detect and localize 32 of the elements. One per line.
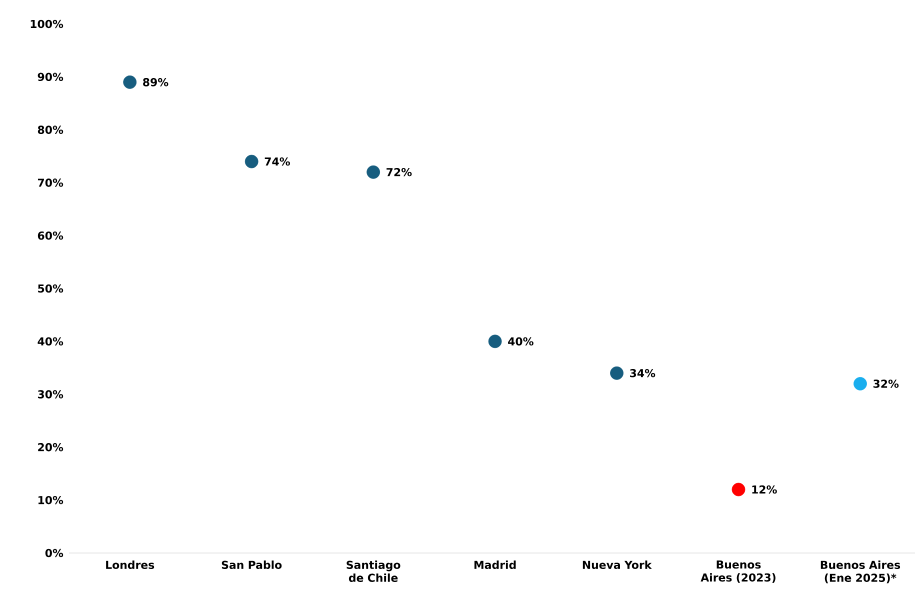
point [854, 377, 867, 390]
y-tick-label: 80% [38, 126, 64, 134]
point [123, 75, 137, 89]
x-tick-label: Nueva York [582, 560, 652, 569]
y-tick-label: 0% [45, 548, 64, 558]
x-tick-label: Santiago de Chile [346, 560, 400, 582]
y-tick-label: 70% [38, 178, 64, 187]
x-tick-label: Londres [106, 560, 154, 569]
x-tick-label: San Pablo [222, 560, 282, 569]
x-tick-label: Madrid [474, 560, 516, 569]
y-tick-label: 90% [38, 72, 64, 82]
data-label: 32% [873, 380, 899, 388]
data-label: 74% [264, 157, 290, 166]
x-tick-label: Buenos Aires (Ene 2025)* [820, 560, 900, 584]
x-tick-label: Buenos Aires (2023) [700, 560, 776, 583]
point [488, 334, 502, 348]
point [366, 165, 380, 179]
point [732, 482, 746, 496]
y-tick-label: 10% [38, 496, 64, 504]
point [610, 366, 624, 380]
y-tick-label: 100% [30, 20, 64, 28]
data-label: 12% [752, 485, 777, 494]
y-tick-label: 60% [38, 231, 64, 240]
data-label: 34% [630, 369, 656, 378]
point [244, 154, 258, 168]
y-tick-label: 30% [38, 390, 64, 398]
data-label: 40% [508, 337, 534, 346]
data-label: 89% [143, 78, 168, 86]
data-label: 72% [386, 168, 412, 176]
y-tick-label: 20% [38, 443, 64, 452]
y-tick-label: 50% [38, 284, 64, 293]
y-tick-label: 40% [38, 337, 64, 346]
